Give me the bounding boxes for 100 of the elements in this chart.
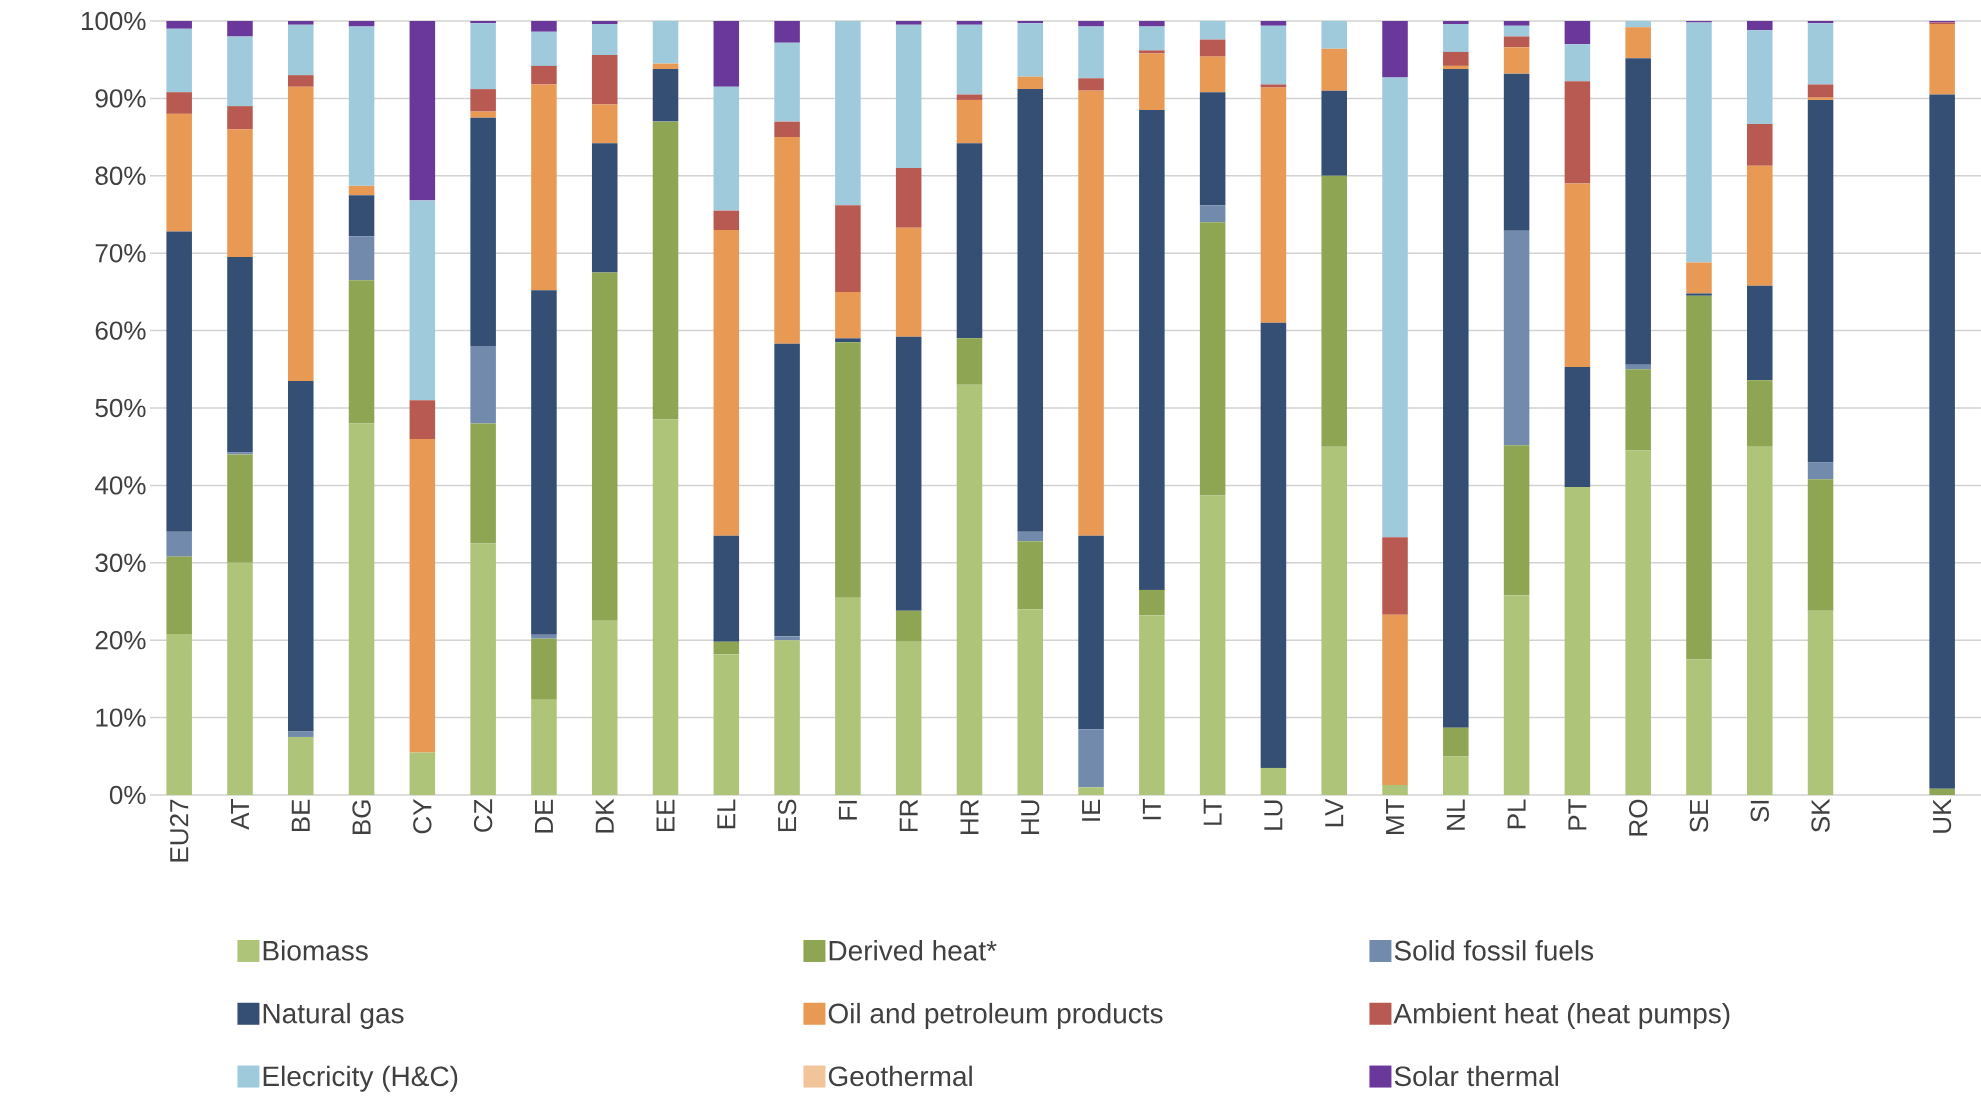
bar xyxy=(166,634,192,795)
bar xyxy=(227,454,253,563)
y-tick-label: 0% xyxy=(109,785,146,805)
bar xyxy=(774,42,800,122)
bar xyxy=(1503,73,1530,231)
bar xyxy=(1139,50,1165,54)
bar xyxy=(470,346,496,424)
bar xyxy=(1686,293,1712,296)
bar xyxy=(956,24,983,95)
bar xyxy=(1929,788,1955,795)
bar xyxy=(774,640,800,795)
bar xyxy=(713,229,740,536)
bar xyxy=(1260,20,1287,26)
bar xyxy=(652,63,679,69)
bar xyxy=(1139,26,1165,51)
bar xyxy=(1686,22,1712,263)
bar xyxy=(409,200,436,401)
bar xyxy=(713,86,740,211)
legend-label: Oil and petroleum products xyxy=(828,1002,1163,1029)
bar xyxy=(409,20,436,201)
x-tick-label: EU27 xyxy=(169,799,189,862)
bar xyxy=(166,20,192,29)
bar xyxy=(1321,48,1347,91)
bar xyxy=(288,731,314,737)
bar xyxy=(1807,479,1834,611)
bar xyxy=(956,94,983,100)
bar xyxy=(409,438,436,753)
bar xyxy=(1321,90,1347,176)
y-tick-label: 100% xyxy=(81,11,146,31)
bar xyxy=(895,24,922,169)
bar xyxy=(1017,531,1044,542)
bar xyxy=(531,699,557,795)
bar xyxy=(1199,56,1226,93)
bar xyxy=(591,143,618,273)
legend-label: Derived heat* xyxy=(829,940,997,961)
bar xyxy=(713,210,740,230)
x-tick-label: RO xyxy=(1628,799,1648,836)
bar xyxy=(1747,20,1773,31)
bar xyxy=(1807,462,1834,480)
bar xyxy=(1807,23,1834,85)
bar xyxy=(1503,230,1530,446)
bar xyxy=(1747,30,1773,124)
x-tick-label: IT xyxy=(1142,799,1161,820)
bar xyxy=(470,111,496,118)
bar xyxy=(895,641,922,795)
bar xyxy=(227,562,253,795)
x-tick-label: HR xyxy=(960,799,979,834)
bar xyxy=(1807,84,1834,98)
bar xyxy=(652,121,679,420)
bar xyxy=(1443,65,1469,69)
legend-label: Solar thermal xyxy=(1394,1065,1559,1087)
bar xyxy=(956,338,983,385)
bar xyxy=(1443,756,1469,795)
x-tick-label: LT xyxy=(1203,799,1222,825)
bar xyxy=(1017,609,1044,795)
bar xyxy=(1625,450,1651,795)
bar xyxy=(227,106,253,130)
bar xyxy=(1625,369,1651,451)
bar xyxy=(835,20,861,206)
bar xyxy=(166,92,192,114)
bar xyxy=(348,280,375,424)
x-tick-label: PT xyxy=(1568,799,1587,830)
legend-label: Geothermal xyxy=(828,1065,972,1087)
bar xyxy=(348,236,375,281)
bar xyxy=(1017,23,1044,77)
x-tick-label: EE xyxy=(656,799,675,832)
bar xyxy=(1686,262,1712,294)
bar xyxy=(166,113,192,232)
x-tick-label: SK xyxy=(1811,798,1830,833)
bar xyxy=(166,531,192,557)
bar xyxy=(1564,44,1591,82)
bar xyxy=(166,231,192,532)
bar xyxy=(774,343,800,637)
bar xyxy=(713,654,740,795)
bar xyxy=(1686,295,1712,660)
bar xyxy=(1443,24,1469,52)
legend-label: Natural gas xyxy=(263,1002,404,1029)
bar xyxy=(1929,94,1955,789)
y-tick-label: 50% xyxy=(95,398,146,418)
x-tick-label: AT xyxy=(231,799,249,830)
bar xyxy=(1625,20,1651,28)
bar xyxy=(1382,537,1408,615)
bar xyxy=(531,65,557,85)
bar xyxy=(531,31,557,66)
bar xyxy=(1078,90,1104,536)
bar xyxy=(348,185,375,196)
bar xyxy=(1199,222,1226,496)
bar xyxy=(1139,110,1165,590)
bar xyxy=(591,104,618,144)
y-tick-label: 20% xyxy=(95,630,146,650)
bar xyxy=(1321,175,1347,447)
bar xyxy=(1686,659,1712,795)
y-tick-label: 40% xyxy=(95,476,146,495)
bar xyxy=(1503,25,1530,37)
bar xyxy=(1260,84,1287,88)
bar xyxy=(774,121,800,138)
bar xyxy=(591,20,618,25)
x-tick-label: IE xyxy=(1082,799,1100,821)
bar xyxy=(1078,26,1104,79)
bar xyxy=(348,195,375,237)
